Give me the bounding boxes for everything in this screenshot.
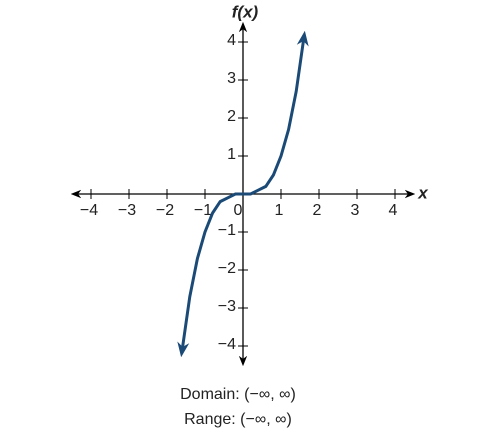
x-tick-label: −1	[194, 202, 212, 219]
y-tick-label: −3	[218, 298, 236, 315]
y-tick-label: 4	[227, 32, 236, 49]
x-axis-label: x	[417, 183, 429, 202]
x-tick-label: 1	[275, 202, 284, 219]
y-axis-label: f(x)	[232, 2, 259, 21]
x-tick-label: 3	[351, 202, 360, 219]
x-tick-label: −3	[118, 202, 136, 219]
caption: Domain: (−∞, ∞)	[180, 386, 296, 403]
y-tick-label: 3	[227, 70, 236, 87]
y-tick-label: −1	[218, 222, 236, 239]
y-tick-label: −4	[218, 336, 236, 353]
y-tick-label: 1	[227, 146, 236, 163]
x-tick-label: 0	[234, 202, 243, 219]
curve	[177, 30, 309, 358]
x-tick-label: −4	[80, 202, 98, 219]
y-tick-label: −2	[218, 260, 236, 277]
y-tick-label: 2	[227, 108, 236, 125]
x-tick-label: −2	[156, 202, 174, 219]
x-tick-label: 4	[389, 202, 398, 219]
caption: Range: (−∞, ∞)	[184, 411, 292, 428]
x-tick-label: 2	[313, 202, 322, 219]
